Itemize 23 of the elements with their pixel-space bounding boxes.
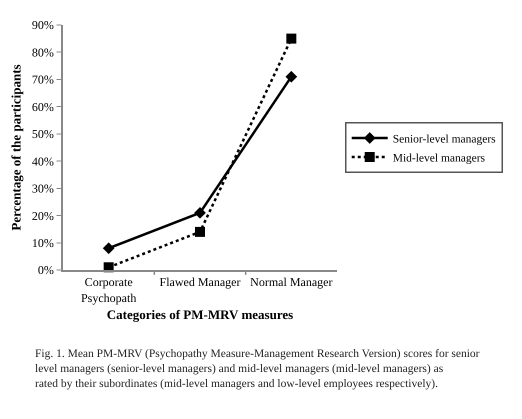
y-tick-label: 90%: [32, 18, 54, 32]
point: [194, 206, 206, 219]
point: [285, 70, 298, 83]
y-tick-label: 80%: [32, 45, 54, 60]
x-tick-label: Normal Manager: [250, 275, 332, 290]
y-tick-label: 60%: [32, 100, 54, 114]
point: [286, 34, 296, 44]
y-axis-title: Percentage of the participants: [8, 64, 24, 231]
y-tick-label: 10%: [32, 236, 54, 250]
legend-label: Senior-level managers: [392, 133, 496, 146]
caption: Fig. 1. Mean PM-MRV (Psychopathy Measure-Management Research Version) scores for senior level managers (senior-level managers) and mid-level managers (mid-level managers) as rated by their subordinates (mid-level managers and low-level employees respectively).: [35, 348, 480, 390]
y-tick-label: 70%: [32, 72, 54, 87]
y-tick-label: 40%: [32, 154, 54, 168]
y-tick-label: 0%: [38, 263, 54, 278]
x-axis-title: Categories of PM-MRV measures: [106, 306, 294, 322]
legend-label: Mid-level managers: [392, 152, 486, 164]
y-tick-label: 30%: [32, 182, 54, 196]
point: [195, 226, 205, 237]
y-tick-label: 50%: [32, 127, 54, 142]
y-tick-label: 20%: [32, 208, 54, 223]
x-tick-label: Flawed Manager: [160, 275, 240, 290]
point: [102, 242, 115, 254]
x-tick-label: Corporate Psychopath: [81, 275, 136, 305]
